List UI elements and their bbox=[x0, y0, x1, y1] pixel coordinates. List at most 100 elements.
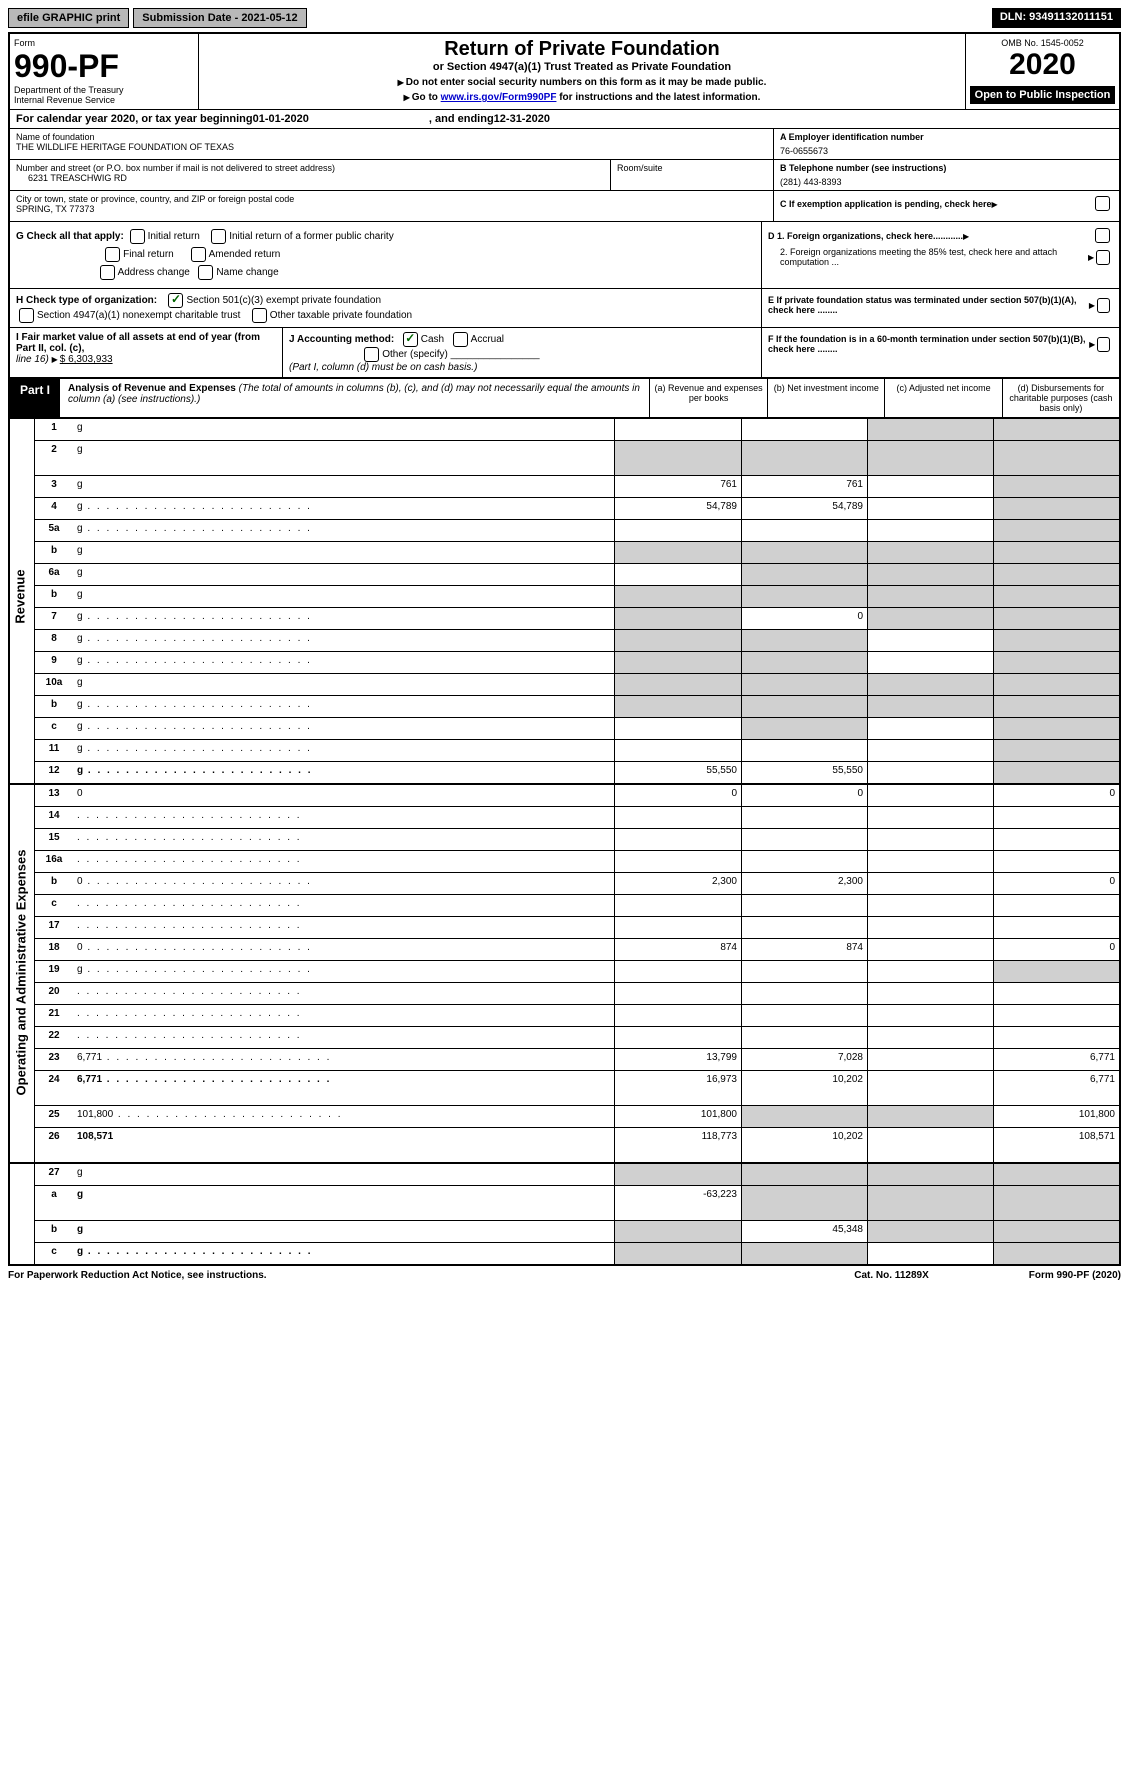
form-label: Form bbox=[14, 38, 194, 48]
line-num: b bbox=[35, 542, 73, 563]
table-cell bbox=[614, 718, 741, 739]
line-desc: g bbox=[73, 718, 614, 739]
line-num: 5a bbox=[35, 520, 73, 541]
table-cell: 0 bbox=[741, 785, 867, 806]
d1-checkbox[interactable] bbox=[1095, 228, 1110, 243]
line-desc: g bbox=[73, 1221, 614, 1242]
line-desc: g bbox=[73, 1243, 614, 1264]
chk-initial[interactable] bbox=[130, 229, 145, 244]
j-section: J Accounting method: Cash Accrual Other … bbox=[282, 328, 761, 377]
expenses-side: Operating and Administrative Expenses bbox=[13, 850, 28, 1096]
line-num: b bbox=[35, 873, 73, 894]
e-checkbox[interactable] bbox=[1097, 298, 1110, 313]
line-num: 15 bbox=[35, 829, 73, 850]
efile-btn[interactable]: efile GRAPHIC print bbox=[8, 8, 129, 28]
line-num: 18 bbox=[35, 939, 73, 960]
table-cell bbox=[741, 718, 867, 739]
table-row: 13 0 000 bbox=[35, 785, 1119, 807]
line-num: 21 bbox=[35, 1005, 73, 1026]
line-desc: g bbox=[73, 740, 614, 761]
table-cell bbox=[993, 674, 1119, 695]
line-desc: g bbox=[73, 586, 614, 607]
chk-amended[interactable] bbox=[191, 247, 206, 262]
line-desc: g bbox=[73, 1186, 614, 1220]
line-desc: g bbox=[73, 476, 614, 497]
table-cell: 874 bbox=[614, 939, 741, 960]
table-cell bbox=[614, 961, 741, 982]
table-cell bbox=[993, 1027, 1119, 1048]
tel-cell: B Telephone number (see instructions) (2… bbox=[774, 160, 1119, 191]
table-cell: 16,973 bbox=[614, 1071, 741, 1105]
table-cell: 118,773 bbox=[614, 1128, 741, 1162]
year: 2020 bbox=[970, 48, 1115, 82]
chk-addr-chg[interactable] bbox=[100, 265, 115, 280]
chk-other-tax[interactable] bbox=[252, 308, 267, 323]
chk-other-acct[interactable] bbox=[364, 347, 379, 362]
irs-link[interactable]: www.irs.gov/Form990PF bbox=[441, 92, 557, 103]
chk-cash[interactable] bbox=[403, 332, 418, 347]
table-cell bbox=[867, 1186, 993, 1220]
table-cell bbox=[741, 696, 867, 717]
line-num: 3 bbox=[35, 476, 73, 497]
form-number: 990-PF bbox=[14, 48, 194, 85]
chk-accrual[interactable] bbox=[453, 332, 468, 347]
table-cell bbox=[993, 542, 1119, 563]
table-cell: 6,771 bbox=[993, 1071, 1119, 1105]
line-desc: g bbox=[73, 652, 614, 673]
footer-left: For Paperwork Reduction Act Notice, see … bbox=[8, 1270, 854, 1281]
chk-name-chg[interactable] bbox=[198, 265, 213, 280]
table-cell bbox=[993, 476, 1119, 497]
table-row: 20 bbox=[35, 983, 1119, 1005]
table-cell bbox=[993, 652, 1119, 673]
table-cell: 0 bbox=[993, 939, 1119, 960]
table-cell bbox=[867, 983, 993, 1004]
line-num: c bbox=[35, 718, 73, 739]
chk-initial-former[interactable] bbox=[211, 229, 226, 244]
table-cell bbox=[614, 1221, 741, 1242]
line-desc: g bbox=[73, 961, 614, 982]
table-cell bbox=[867, 785, 993, 806]
table-cell bbox=[867, 1221, 993, 1242]
table-cell bbox=[993, 917, 1119, 938]
table-row: 14 bbox=[35, 807, 1119, 829]
table-cell bbox=[867, 520, 993, 541]
c-checkbox[interactable] bbox=[1095, 196, 1110, 211]
table-cell bbox=[993, 630, 1119, 651]
table-cell bbox=[614, 983, 741, 1004]
table-cell: 101,800 bbox=[614, 1106, 741, 1127]
dept: Department of the Treasury bbox=[14, 85, 194, 95]
table-row: 26 108,571 118,77310,202108,571 bbox=[35, 1128, 1119, 1162]
table-row: c g bbox=[35, 1243, 1119, 1264]
d2-checkbox[interactable] bbox=[1096, 250, 1110, 265]
line-num: b bbox=[35, 1221, 73, 1242]
table-row: b g bbox=[35, 542, 1119, 564]
line-num: 22 bbox=[35, 1027, 73, 1048]
table-row: 2 g bbox=[35, 441, 1119, 476]
table-cell: -63,223 bbox=[614, 1186, 741, 1220]
instr1: Do not enter social security numbers on … bbox=[203, 77, 961, 88]
table-cell bbox=[741, 652, 867, 673]
line-desc bbox=[73, 807, 614, 828]
table-cell bbox=[993, 740, 1119, 761]
line-num: b bbox=[35, 586, 73, 607]
table-cell bbox=[867, 740, 993, 761]
f-checkbox[interactable] bbox=[1097, 337, 1110, 352]
chk-501c3[interactable] bbox=[168, 293, 183, 308]
table-cell bbox=[614, 1005, 741, 1026]
table-cell bbox=[867, 762, 993, 783]
part1-tag: Part I bbox=[10, 379, 60, 417]
chk-4947[interactable] bbox=[19, 308, 34, 323]
line-num: 2 bbox=[35, 441, 73, 475]
table-cell bbox=[614, 917, 741, 938]
chk-final[interactable] bbox=[105, 247, 120, 262]
room-cell: Room/suite bbox=[610, 160, 773, 191]
table-cell bbox=[741, 1186, 867, 1220]
table-cell bbox=[867, 476, 993, 497]
table-cell bbox=[867, 542, 993, 563]
line-desc: 0 bbox=[73, 939, 614, 960]
table-row: 15 bbox=[35, 829, 1119, 851]
line-desc: g bbox=[73, 762, 614, 783]
table-cell: 0 bbox=[993, 785, 1119, 806]
table-row: 18 0 8748740 bbox=[35, 939, 1119, 961]
table-cell bbox=[614, 542, 741, 563]
